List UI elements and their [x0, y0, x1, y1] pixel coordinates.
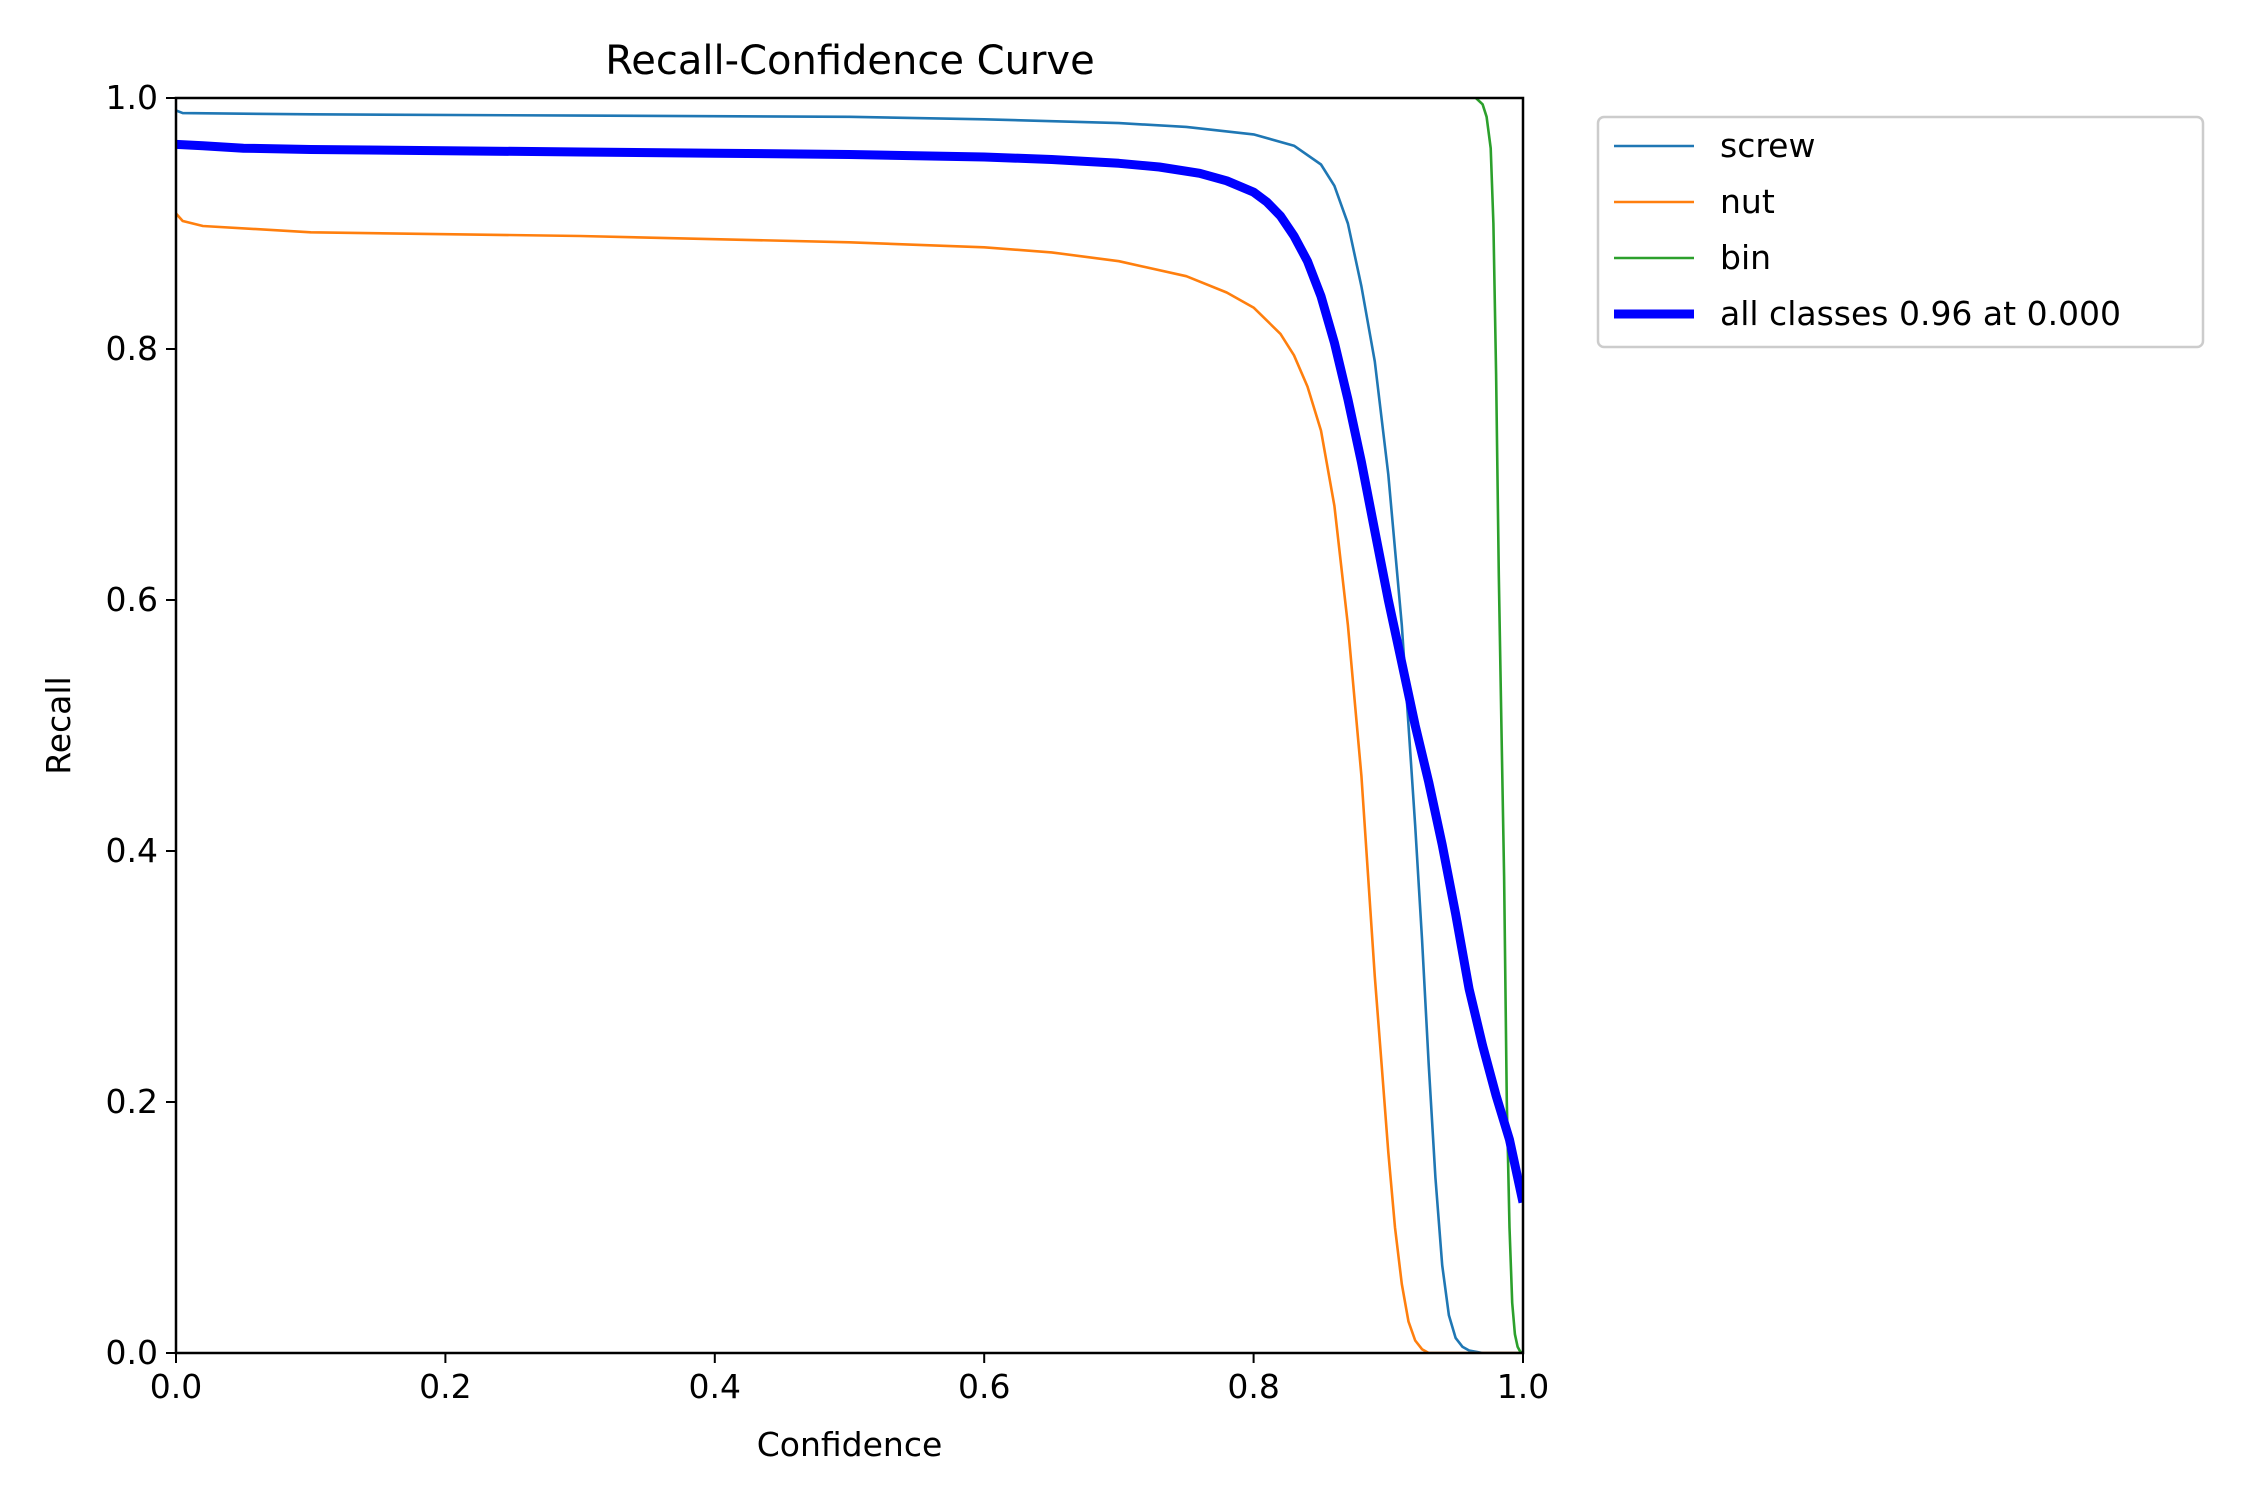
- y-tick-label: 0.8: [106, 329, 158, 368]
- x-tick-label: 0.0: [150, 1367, 202, 1406]
- plot-area: [174, 96, 1525, 1355]
- y-tick-label: 0.4: [106, 831, 158, 870]
- legend-label: all classes 0.96 at 0.000: [1720, 294, 2121, 333]
- x-tick-label: 0.8: [1227, 1367, 1279, 1406]
- x-tick-label: 0.2: [419, 1367, 471, 1406]
- x-tick-label: 1.0: [1497, 1367, 1549, 1406]
- chart-title: Recall-Confidence Curve: [605, 38, 1094, 84]
- x-tick-label: 0.4: [689, 1367, 741, 1406]
- y-tick-label: 0.0: [106, 1333, 158, 1372]
- series-line-bin: [1475, 98, 1523, 1353]
- series-line-all: [176, 139, 1523, 1204]
- legend-frame: [1596, 115, 2205, 349]
- plot-frame: [174, 96, 1525, 1355]
- y-axis-label: Recall: [39, 676, 78, 774]
- series-line-screw: [176, 109, 1523, 1353]
- legend-label: nut: [1720, 182, 1775, 221]
- y-tick-label: 0.2: [106, 1082, 158, 1121]
- legend: screw nut bin all classes 0.96 at 0.000: [1596, 115, 2205, 349]
- x-axis-label: Confidence: [757, 1425, 943, 1464]
- x-axis-ticks: 0.0 0.2 0.4 0.6 0.8 1.0: [150, 1353, 1549, 1406]
- y-axis-ticks: 0.0 0.2 0.4 0.6 0.8 1.0: [106, 78, 176, 1372]
- legend-label: bin: [1720, 238, 1771, 277]
- legend-label: screw: [1720, 126, 1815, 165]
- y-tick-label: 1.0: [106, 78, 158, 117]
- y-tick-label: 0.6: [106, 580, 158, 619]
- series-line-nut: [176, 212, 1523, 1353]
- x-tick-label: 0.6: [958, 1367, 1010, 1406]
